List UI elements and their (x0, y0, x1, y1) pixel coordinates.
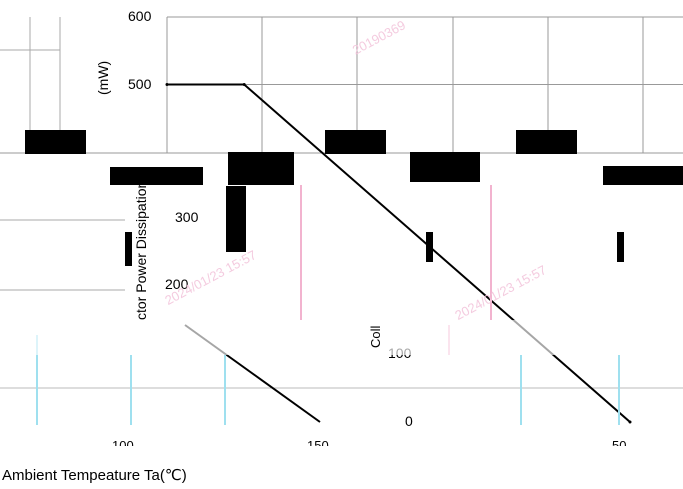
data-point (242, 83, 246, 86)
y-tick-label: 500 (128, 76, 152, 92)
overlay-line (490, 185, 492, 320)
overlay-line (300, 185, 302, 320)
artifact-block (325, 130, 386, 154)
artifact-block (125, 232, 132, 266)
data-point (628, 420, 632, 424)
x-tick-fragment: 150 (307, 438, 329, 446)
overlay-line (224, 355, 226, 425)
y-tick-label: 300 (175, 209, 199, 225)
y-tick-label: 600 (128, 8, 152, 24)
x-tick-fragment: 100 (112, 438, 134, 446)
artifact-block (110, 167, 203, 185)
y-axis-unit: (mW) (95, 60, 111, 95)
artifact-block (603, 166, 683, 185)
overlay-line (520, 355, 522, 425)
artifact-block (410, 152, 480, 182)
mask-band (0, 437, 683, 489)
overlay-line (130, 355, 132, 425)
x-axis-label: Ambient Tempeature Ta(℃) (2, 467, 187, 484)
x-tick-fragment: 50 (612, 438, 627, 446)
artifact-block (228, 152, 294, 185)
y-axis-label-fragment: ctor Power Dissipation (133, 180, 149, 320)
data-point (165, 83, 169, 86)
artifact-block (617, 232, 624, 262)
artifact-block (226, 186, 246, 252)
artifact-block (516, 130, 577, 154)
y-tick-label: 0 (405, 413, 413, 429)
mask-band (0, 320, 683, 355)
artifact-block (426, 232, 433, 262)
y-tick-label: 200 (165, 276, 189, 292)
overlay-line (36, 335, 38, 425)
overlay-line (618, 355, 620, 425)
y-axis-label-fragment: Coll (368, 325, 383, 348)
artifact-block (25, 130, 86, 154)
